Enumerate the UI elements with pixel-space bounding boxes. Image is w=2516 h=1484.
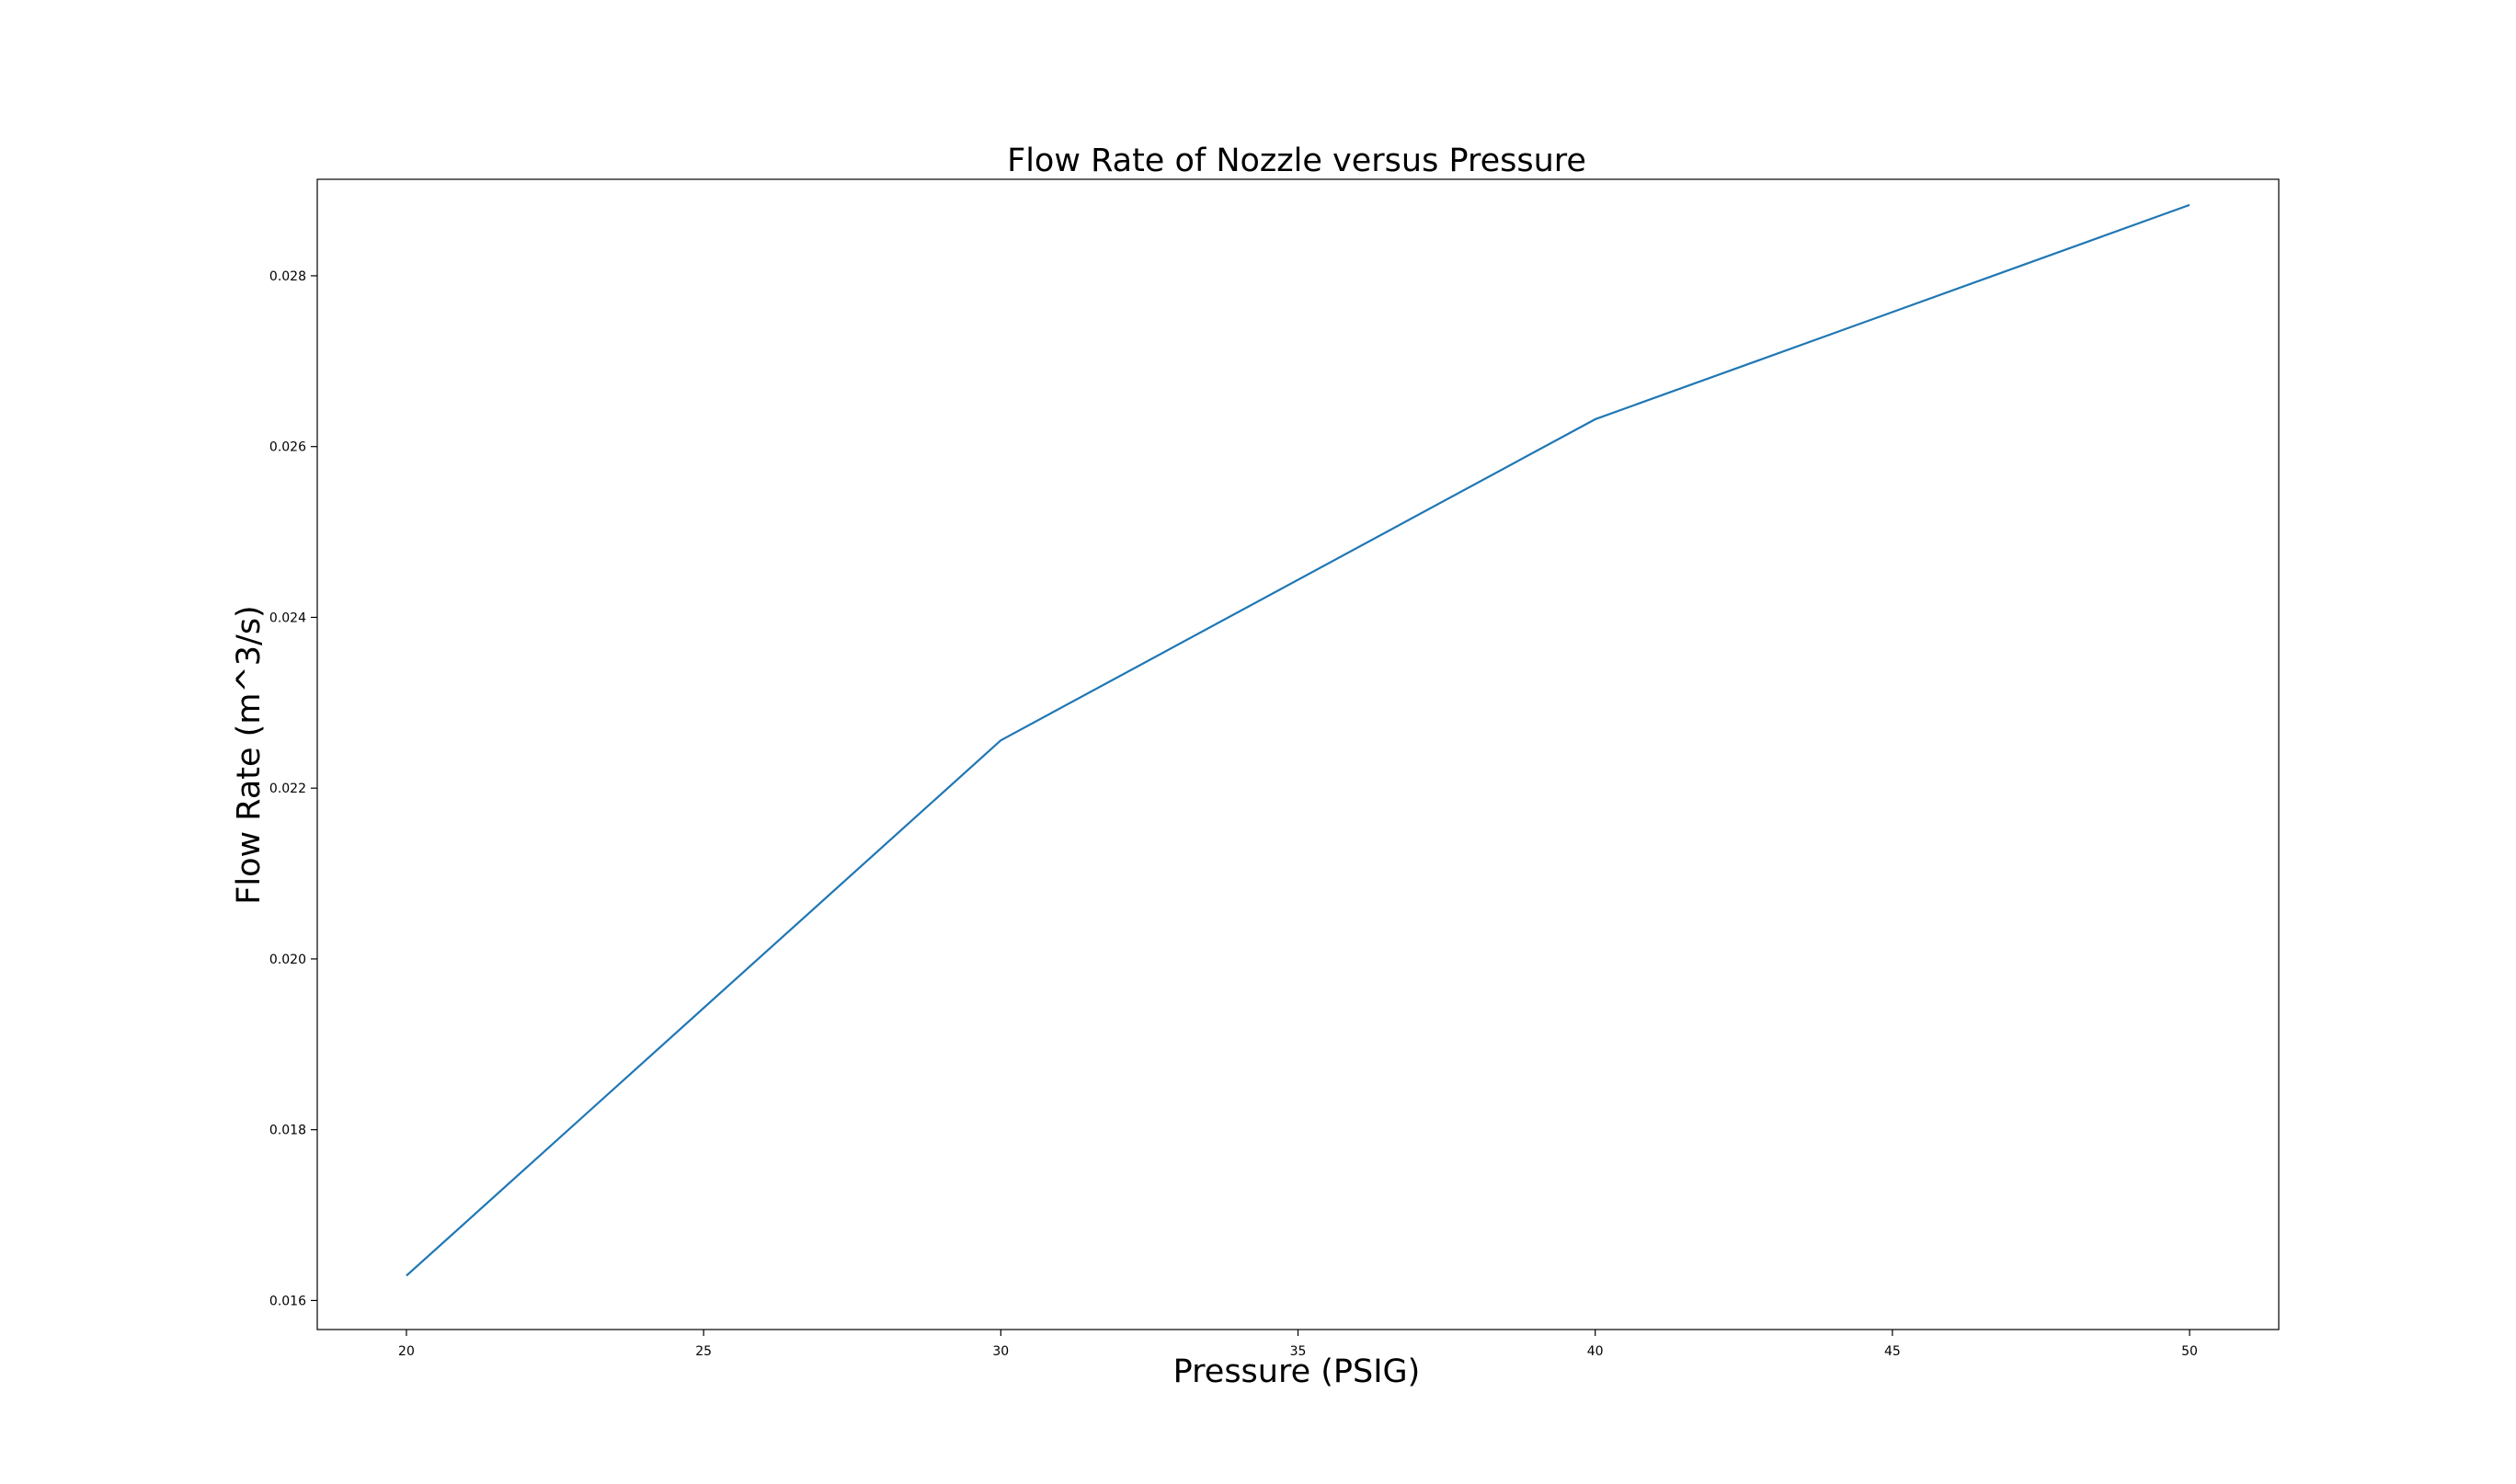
y-tick-label: 0.026 — [269, 440, 306, 455]
x-axis-title: Pressure (PSIG) — [1173, 1353, 1421, 1390]
y-axis-title: Flow Rate (m^3/s) — [231, 605, 268, 904]
plot-area-frame — [316, 178, 2280, 1330]
x-tick-label: 35 — [1290, 1344, 1307, 1359]
x-tick-label: 50 — [2181, 1344, 2198, 1359]
x-axis-ticks: 20 25 30 35 40 45 50 — [398, 1330, 2198, 1359]
y-tick-label: 0.022 — [269, 782, 306, 796]
x-tick-label: 45 — [1884, 1344, 1901, 1359]
series-layer — [406, 203, 2190, 1277]
series-line — [406, 203, 2190, 1277]
chart-title: Flow Rate of Nozzle versus Pressure — [1007, 143, 1586, 179]
y-tick-label: 0.028 — [269, 269, 306, 284]
y-tick-label: 0.018 — [269, 1124, 306, 1138]
y-axis-ticks: 0.016 0.018 0.020 0.022 0.024 0.026 0.028 — [269, 269, 317, 1308]
x-tick-label: 20 — [398, 1344, 415, 1359]
y-tick-label: 0.024 — [269, 611, 306, 625]
y-tick-label: 0.020 — [269, 953, 306, 967]
x-tick-label: 30 — [992, 1344, 1009, 1359]
x-tick-label: 25 — [695, 1344, 712, 1359]
y-tick-label: 0.016 — [269, 1294, 306, 1308]
x-tick-label: 40 — [1587, 1344, 1604, 1359]
